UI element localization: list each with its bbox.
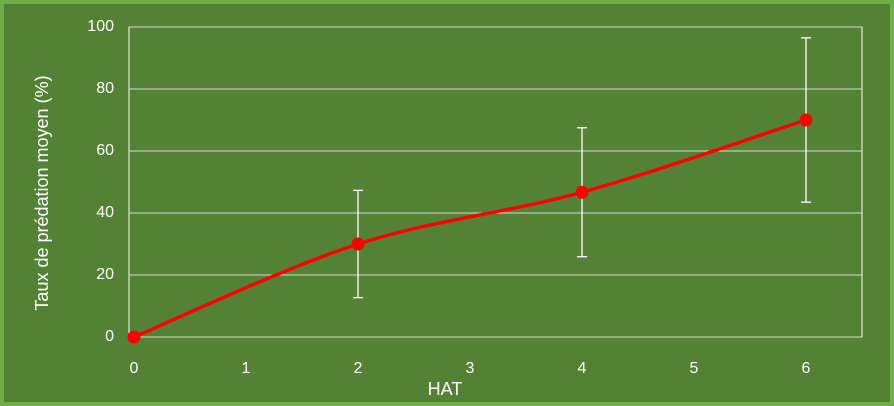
y-tick-label: 20 [96,266,114,283]
x-tick-label: 6 [802,360,811,377]
y-axis-label: Taux de prédation moyen (%) [32,75,52,311]
x-tick-label: 5 [690,360,699,377]
x-tick-label: 0 [130,360,139,377]
marker [127,330,141,344]
y-tick-label: 40 [96,204,114,221]
marker [575,185,589,199]
x-tick-label: 3 [466,360,475,377]
y-tick-label: 60 [96,142,114,159]
line [133,118,807,339]
x-tick-label: 1 [242,360,251,377]
y-tick-label: 100 [87,18,114,35]
x-axis-label: HAT [428,379,463,399]
y-tick-label: 80 [96,80,114,97]
marker [351,237,365,251]
marker [799,113,813,127]
x-tick-label: 2 [354,360,363,377]
x-tick-label: 4 [578,360,587,377]
y-tick-label: 0 [105,328,114,345]
